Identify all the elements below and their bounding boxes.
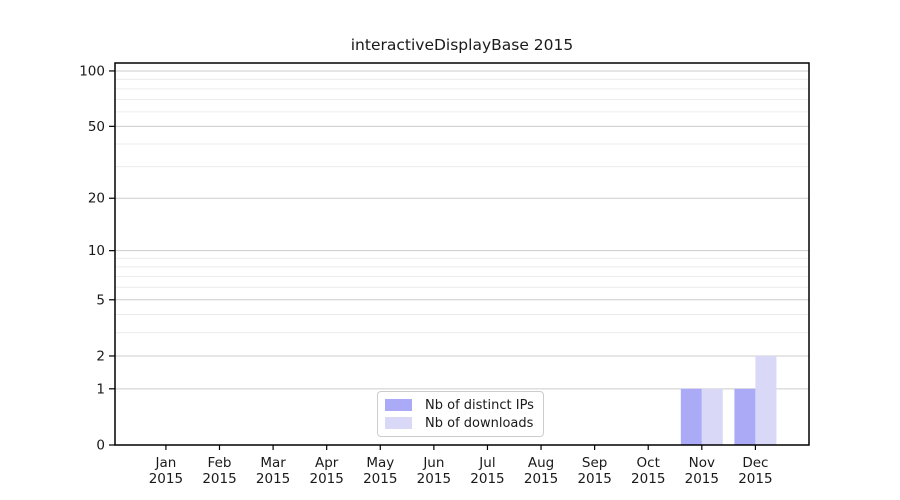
y-tick-label: 5 [96, 292, 105, 308]
x-tick-label-year: 2015 [685, 471, 719, 487]
x-tick-label-month: Mar [260, 455, 286, 471]
x-tick-label-month: Sep [582, 455, 607, 471]
chart-title: interactiveDisplayBase 2015 [350, 36, 574, 54]
x-tick-label-year: 2015 [202, 471, 236, 487]
x-tick-label-month: Oct [637, 455, 660, 471]
y-tick-label: 2 [96, 348, 105, 364]
x-tick-label-year: 2015 [256, 471, 290, 487]
y-tick-label: 1 [96, 381, 105, 397]
bar-nov-nb-of-downloads [701, 388, 723, 445]
plot-area [115, 63, 809, 445]
bar-dec-nb-of-downloads [755, 355, 777, 445]
x-tick-label-year: 2015 [738, 471, 772, 487]
x-tick-label-month: Nov [689, 455, 715, 471]
x-tick-label-month: Aug [528, 455, 554, 471]
y-minor-gridlines [115, 78, 809, 334]
x-tick-label-month: Apr [315, 455, 339, 471]
x-tick-label-month: Feb [208, 455, 232, 471]
x-tick-label-month: Jul [478, 455, 495, 471]
bar-nov-nb-of-distinct-ips [680, 388, 702, 445]
x-tick-label-year: 2015 [577, 471, 611, 487]
legend-swatch-downloads [385, 416, 412, 430]
x-tick-label-month: Dec [742, 455, 768, 471]
x-tick-label-year: 2015 [524, 471, 558, 487]
legend-label-downloads: Nb of downloads [425, 415, 534, 431]
legend-item-downloads: Nb of downloads [385, 415, 543, 431]
legend-swatch-distinct-ips [385, 398, 412, 412]
legend-label-distinct-ips: Nb of distinct IPs [425, 397, 534, 413]
x-tick-label-month: May [366, 455, 394, 471]
x-tick-label-year: 2015 [310, 471, 344, 487]
axis-spines [114, 62, 810, 446]
x-tick-label-year: 2015 [631, 471, 665, 487]
x-tick-label-year: 2015 [417, 471, 451, 487]
y-tick-label: 10 [88, 243, 105, 259]
x-tick-label-month: Jun [422, 455, 444, 471]
x-tick-label-year: 2015 [149, 471, 183, 487]
x-tick-label-year: 2015 [470, 471, 504, 487]
y-tick-label: 0 [96, 438, 105, 454]
x-tick-label-month: Jan [155, 455, 177, 471]
legend-item-distinct-ips: Nb of distinct IPs [385, 397, 543, 413]
y-tick-label: 20 [88, 191, 105, 207]
x-tick-label-year: 2015 [363, 471, 397, 487]
bar-dec-nb-of-distinct-ips [734, 388, 756, 445]
bars [680, 355, 777, 445]
y-tick-label: 50 [88, 119, 105, 135]
x-axis: Jan2015Feb2015Mar2015Apr2015May2015Jun20… [149, 445, 773, 487]
y-tick-label: 100 [79, 63, 105, 79]
legend: Nb of distinct IPs Nb of downloads [377, 391, 544, 437]
y-axis: 0 1 2 5 10 20 50 100 [79, 63, 115, 454]
